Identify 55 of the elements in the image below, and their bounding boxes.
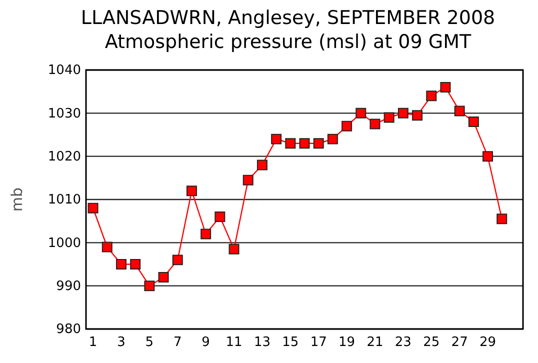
point <box>228 244 240 254</box>
point <box>440 82 451 93</box>
x-tick-label: 9 <box>202 335 210 350</box>
x-tick-label: 13 <box>254 335 270 350</box>
point <box>116 259 126 270</box>
x-tick-label: 21 <box>366 335 384 350</box>
point <box>158 272 169 282</box>
point <box>370 118 380 130</box>
point <box>299 138 310 149</box>
point <box>172 254 183 266</box>
point <box>398 108 408 118</box>
point <box>412 110 423 121</box>
y-tick-label: 980 <box>56 322 81 338</box>
point <box>313 138 324 149</box>
y-tick-label: 1010 <box>48 192 81 208</box>
point <box>144 280 155 292</box>
point <box>285 138 296 149</box>
x-tick-label: 27 <box>451 335 468 350</box>
point <box>482 151 493 162</box>
x-tick-label: 17 <box>310 335 327 350</box>
y-tick-label: 1000 <box>48 236 81 251</box>
y-axis-title: mb <box>8 187 26 212</box>
point <box>88 202 98 214</box>
chart-subtitle: Atmospheric pressure (msl) at 09 GMT <box>104 31 472 53</box>
x-tick-label: 1 <box>88 335 98 350</box>
point <box>214 212 226 222</box>
x-tick-label: 25 <box>423 335 440 350</box>
y-tick-label: 990 <box>56 278 81 294</box>
x-tick-label: 5 <box>145 335 154 350</box>
x-tick-label: 29 <box>479 335 496 350</box>
x-tick-label: 23 <box>394 335 412 350</box>
point <box>271 134 282 144</box>
point <box>342 120 352 132</box>
point <box>384 112 394 123</box>
point <box>130 259 141 270</box>
point <box>426 90 437 102</box>
y-tick-label: 1020 <box>48 149 81 164</box>
point <box>102 242 112 252</box>
x-tick-label: 19 <box>338 335 356 350</box>
point <box>454 106 465 116</box>
y-tick-label: 1040 <box>48 63 81 78</box>
point <box>186 186 197 196</box>
point <box>327 134 338 144</box>
y-tick-label: 1030 <box>48 106 81 122</box>
point <box>356 108 366 118</box>
point <box>256 160 268 170</box>
point <box>468 116 479 128</box>
point <box>200 228 212 240</box>
chart-title: LLANSADWRN, Anglesey, SEPTEMBER 2008 <box>80 7 496 29</box>
x-tick-label: 7 <box>173 335 182 350</box>
x-tick-label: 3 <box>117 335 126 350</box>
point <box>242 174 254 186</box>
point <box>496 214 508 224</box>
x-tick-label: 11 <box>226 335 242 350</box>
x-tick-label: 15 <box>282 335 299 350</box>
